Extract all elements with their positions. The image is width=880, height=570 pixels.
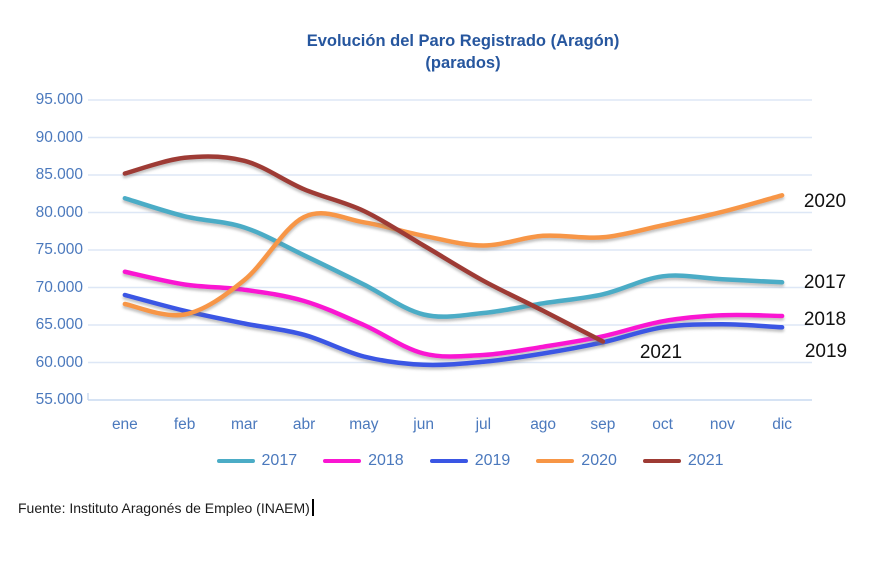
legend-item-2020: 2020: [536, 452, 617, 470]
y-tick-label: 75.000: [35, 241, 83, 258]
x-tick-label-jun: jun: [413, 416, 434, 433]
series-line-2021: [122, 154, 606, 344]
series-line-2020: [122, 193, 785, 318]
x-tick-label-feb: feb: [173, 416, 196, 433]
series-line-2017: [122, 196, 785, 319]
source-label: Fuente: Instituto Aragonés de Empleo (IN…: [18, 499, 310, 516]
legend-label-2020: 2020: [581, 452, 617, 469]
x-tick-label-ene: ene: [111, 416, 138, 433]
x-tick-label-oct: oct: [652, 416, 673, 433]
text-cursor: [311, 499, 314, 516]
y-tick-label: 95.000: [35, 91, 83, 108]
legend-swatch-2018: [323, 458, 362, 464]
legend-swatch-2019: [429, 458, 468, 464]
y-tick-label: 85.000: [35, 166, 83, 183]
series-end-label-2018: 2018: [803, 309, 847, 330]
x-tick-label-nov: nov: [709, 416, 735, 433]
legend-swatch-2020: [536, 458, 575, 464]
legend-item-2017: 2017: [216, 452, 298, 470]
chart-title-line1: Evolución del Paro Registrado (Aragón): [306, 32, 620, 50]
legend-item-2021: 2021: [642, 452, 724, 470]
series-end-label-2019: 2019: [804, 341, 848, 362]
legend-swatch-2017: [216, 458, 255, 464]
legend-label-2021: 2021: [687, 452, 724, 469]
source-text: Fuente: Instituto Aragonés de Empleo (IN…: [18, 499, 314, 516]
x-tick-label-jul: jul: [475, 416, 492, 433]
x-tick-label-abr: abr: [292, 416, 316, 433]
series-lines: [122, 154, 785, 368]
x-tick-label-sep: sep: [590, 416, 616, 433]
chart-title: Evolución del Paro Registrado (Aragón) (…: [46, 30, 880, 74]
series-line-2018: [122, 269, 785, 359]
x-tick-label-may: may: [349, 416, 379, 433]
y-tick-label: 55.000: [35, 391, 83, 408]
y-tick-label: 70.000: [35, 278, 83, 296]
chart-legend: 2017 2018 2019 2020 2021: [60, 452, 880, 470]
series-end-label-2020: 2020: [803, 191, 847, 212]
series-end-label-2017: 2017: [803, 272, 847, 293]
x-tick-label-ago: ago: [530, 416, 557, 433]
y-tick-label: 65.000: [35, 316, 83, 333]
legend-label-2017: 2017: [261, 452, 298, 469]
series-end-label-2021: 2021: [639, 342, 683, 363]
x-tick-label-dic: dic: [772, 416, 793, 433]
x-tick-label-mar: mar: [231, 416, 258, 433]
y-tick-label: 80.000: [35, 203, 83, 221]
y-tick-label: 60.000: [35, 353, 83, 371]
legend-item-2018: 2018: [323, 452, 404, 470]
legend-swatch-2021: [642, 458, 681, 464]
series-line-2019: [122, 292, 785, 368]
legend-item-2019: 2019: [429, 452, 511, 470]
y-tick-label: 90.000: [35, 128, 83, 146]
legend-label-2018: 2018: [368, 452, 404, 469]
legend-label-2019: 2019: [474, 452, 511, 469]
chart-title-line2: (parados): [425, 54, 501, 72]
